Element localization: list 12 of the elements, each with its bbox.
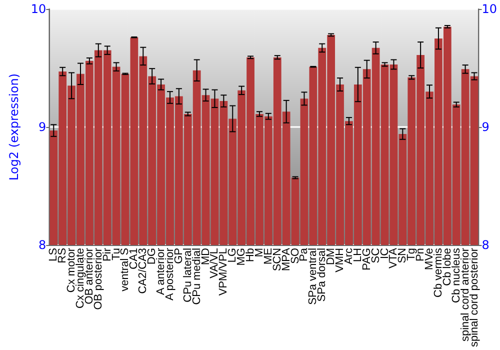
y-axis-title: Log2 (expression)	[7, 73, 21, 180]
y-tick-label: 8	[38, 238, 46, 252]
y2-tick-label: 10	[482, 2, 498, 16]
x-tick-label: M	[253, 248, 266, 258]
x-tick-label: Arc	[342, 247, 355, 264]
y-tick-label: 10	[30, 2, 46, 16]
y2-tick-label: 8	[482, 238, 490, 252]
x-tick-label: Tg	[406, 248, 418, 261]
x-tick-label: CPu medial	[190, 248, 203, 305]
y2-tick-label: 9	[482, 120, 490, 134]
x-tick-label: SCN	[271, 248, 284, 272]
y-tick-label: 9	[38, 120, 46, 134]
